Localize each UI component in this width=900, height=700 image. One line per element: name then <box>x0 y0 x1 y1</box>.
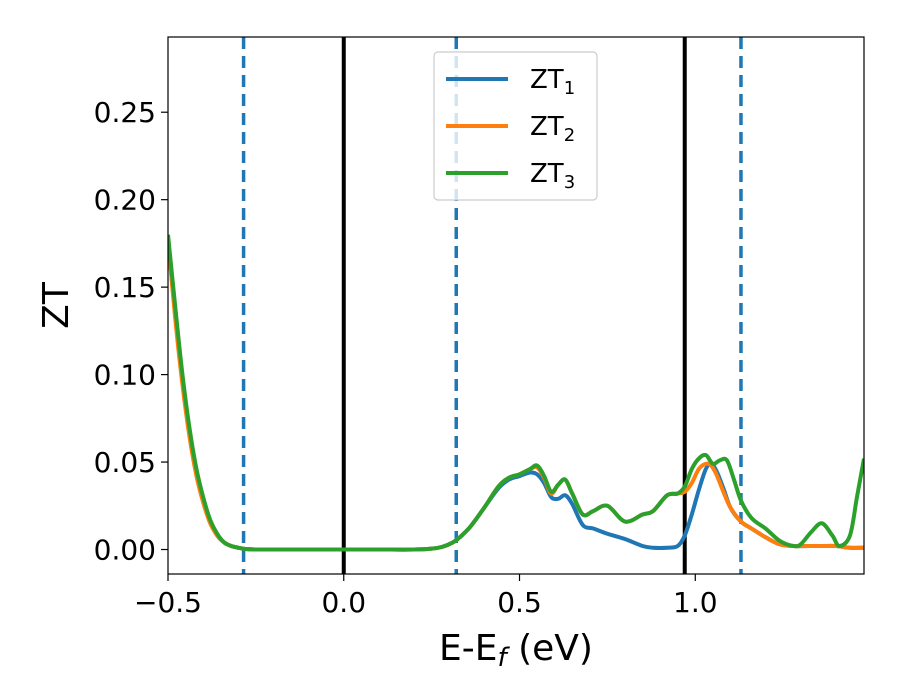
y-tick-label-0: 0.00 <box>94 534 156 567</box>
x-tick-label-0: −0.5 <box>134 586 202 619</box>
y-tick-label-2: 0.10 <box>94 359 156 392</box>
y-tick-label-1: 0.05 <box>94 446 156 479</box>
series-line-zt2 <box>168 237 864 552</box>
plot-area-frame <box>167 36 865 575</box>
y-axis-label: ZT <box>36 281 77 329</box>
x-axis-label-main: E-E <box>439 628 497 669</box>
y-tick-label-3: 0.15 <box>94 271 156 304</box>
y-axis: 0.00 0.05 0.10 0.15 0.20 0.25 <box>94 96 168 567</box>
x-tick-label-2: 0.5 <box>497 586 542 619</box>
legend-label-zt3: ZT3 <box>530 159 575 193</box>
legend-box <box>433 51 598 201</box>
legend-label-zt1: ZT1 <box>530 65 575 99</box>
series-lines <box>168 234 864 552</box>
x-axis: −0.5 0.0 0.5 1.0 <box>134 574 718 619</box>
x-axis-label-unit: (eV) <box>507 628 593 669</box>
series-line-zt3 <box>168 234 864 552</box>
y-tick-label-5: 0.25 <box>94 96 156 129</box>
y-tick-label-4: 0.20 <box>94 184 156 217</box>
series-line-zt1 <box>168 237 864 552</box>
legend-label-zt2: ZT2 <box>530 112 575 146</box>
x-tick-label-3: 1.0 <box>673 586 718 619</box>
legend: ZT1 ZT2 ZT3 <box>433 51 598 201</box>
x-axis-label: E-Ef (eV) <box>439 628 593 673</box>
x-tick-label-1: 0.0 <box>321 586 366 619</box>
